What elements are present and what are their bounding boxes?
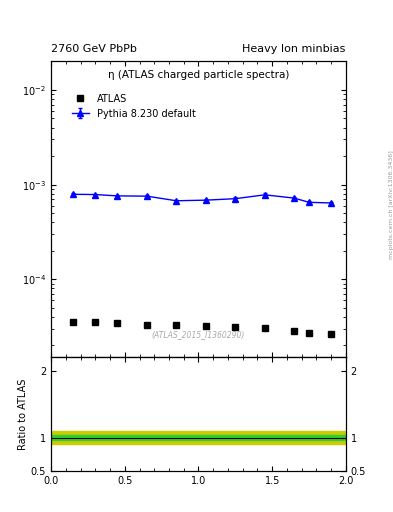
Line: ATLAS: ATLAS — [70, 319, 334, 337]
ATLAS — [204, 323, 208, 329]
ATLAS — [71, 319, 75, 326]
Legend: ATLAS, Pythia 8.230 default: ATLAS, Pythia 8.230 default — [68, 90, 200, 122]
Text: Heavy Ion minbias: Heavy Ion minbias — [242, 44, 346, 54]
ATLAS — [292, 328, 297, 334]
ATLAS — [233, 324, 238, 330]
Text: mcplots.cern.ch [arXiv:1306.3436]: mcplots.cern.ch [arXiv:1306.3436] — [389, 151, 393, 259]
ATLAS — [307, 330, 311, 336]
ATLAS — [145, 322, 149, 328]
Text: (ATLAS_2015_I1360290): (ATLAS_2015_I1360290) — [152, 331, 245, 339]
ATLAS — [174, 323, 179, 329]
ATLAS — [329, 331, 333, 337]
ATLAS — [93, 319, 98, 326]
Y-axis label: Ratio to ATLAS: Ratio to ATLAS — [18, 378, 28, 450]
ATLAS — [115, 320, 120, 326]
ATLAS — [263, 325, 267, 331]
Text: 2760 GeV PbPb: 2760 GeV PbPb — [51, 44, 137, 54]
Text: η (ATLAS charged particle spectra): η (ATLAS charged particle spectra) — [108, 70, 289, 80]
